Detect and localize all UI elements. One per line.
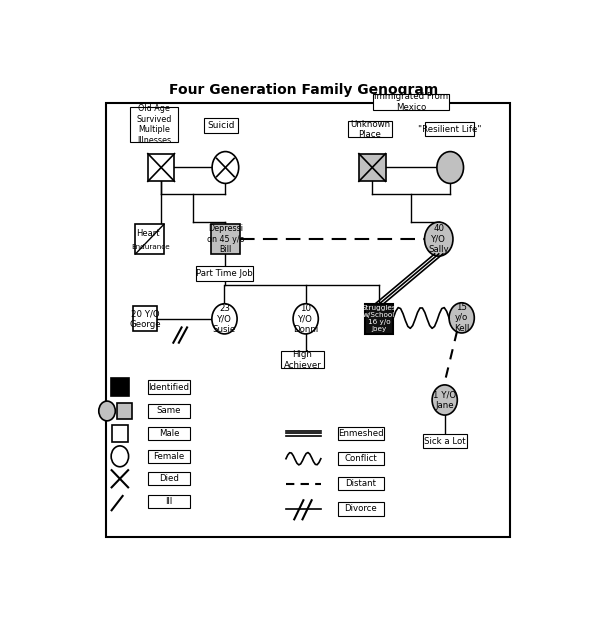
Bar [359,154,385,181]
Text: 10
Y/O
Donni: 10 Y/O Donni [293,304,318,334]
Text: Four Generation Family Genogram: Four Generation Family Genogram [169,82,438,97]
Text: Struggles
w/School
16 y/o
Joey: Struggles w/School 16 y/o Joey [362,305,397,332]
Text: Immigrated From
Mexico: Immigrated From Mexico [374,92,448,112]
Text: Suicid: Suicid [207,121,234,130]
Text: Died: Died [159,474,179,483]
Bar [148,495,190,508]
Bar [374,94,449,110]
Bar [423,435,466,448]
Bar [148,404,190,418]
Ellipse shape [449,303,474,333]
Text: Ill: Ill [165,497,173,506]
Bar [106,103,510,538]
Bar [136,224,164,254]
Text: Part Time Job: Part Time Job [196,269,253,278]
Text: Identified: Identified [149,383,189,392]
Ellipse shape [424,222,453,256]
Bar [338,427,384,440]
Text: Same: Same [157,407,181,415]
Ellipse shape [212,151,239,184]
Bar [133,306,157,331]
Text: High
Achiever: High Achiever [284,350,321,370]
Bar [148,381,190,394]
Bar [211,224,240,254]
Bar [281,352,324,368]
Bar [424,122,474,136]
Text: 40
Y/O
Sally: 40 Y/O Sally [429,224,449,254]
Ellipse shape [111,446,128,467]
Text: Conflict: Conflict [345,454,377,463]
Text: Divorce: Divorce [345,504,377,513]
Text: Distant: Distant [345,479,377,488]
Bar [338,452,384,466]
Text: 23
Y/O
Susie: 23 Y/O Susie [213,304,236,334]
Ellipse shape [432,385,458,415]
Text: Enmeshed: Enmeshed [338,429,384,438]
Bar [148,154,175,181]
Text: Old Age
Survived
Multiple
Illnesses: Old Age Survived Multiple Illnesses [137,104,172,144]
Bar [130,107,178,142]
Ellipse shape [212,304,237,334]
Bar [365,304,393,334]
Text: Depressi
on 45 y/o
Bill: Depressi on 45 y/o Bill [207,224,244,254]
Text: Endurance: Endurance [131,244,170,250]
Text: "Resilient Life": "Resilient Life" [417,125,481,134]
Bar [111,378,128,396]
Bar [204,118,238,133]
Bar [148,427,190,440]
Text: Female: Female [153,452,185,461]
Text: 1 Y/O
Jane: 1 Y/O Jane [433,390,456,410]
Ellipse shape [437,151,464,184]
Bar [117,404,132,418]
Bar [148,472,190,485]
Ellipse shape [99,401,115,421]
Bar [196,267,253,281]
Bar [338,477,384,490]
Text: 15
y/o
Kell: 15 y/o Kell [454,303,469,333]
Bar [112,425,128,442]
Bar [148,450,190,463]
Text: Male: Male [159,429,179,438]
Text: Heart: Heart [136,229,159,238]
Text: Sick a Lot: Sick a Lot [424,436,465,446]
Text: 20 Y/O
George: 20 Y/O George [129,309,161,329]
Text: Unknown
Place: Unknown Place [350,120,390,139]
Ellipse shape [293,304,318,334]
Bar [338,502,384,515]
Bar [348,121,392,138]
